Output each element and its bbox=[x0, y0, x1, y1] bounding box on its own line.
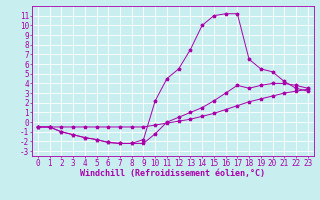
X-axis label: Windchill (Refroidissement éolien,°C): Windchill (Refroidissement éolien,°C) bbox=[80, 169, 265, 178]
